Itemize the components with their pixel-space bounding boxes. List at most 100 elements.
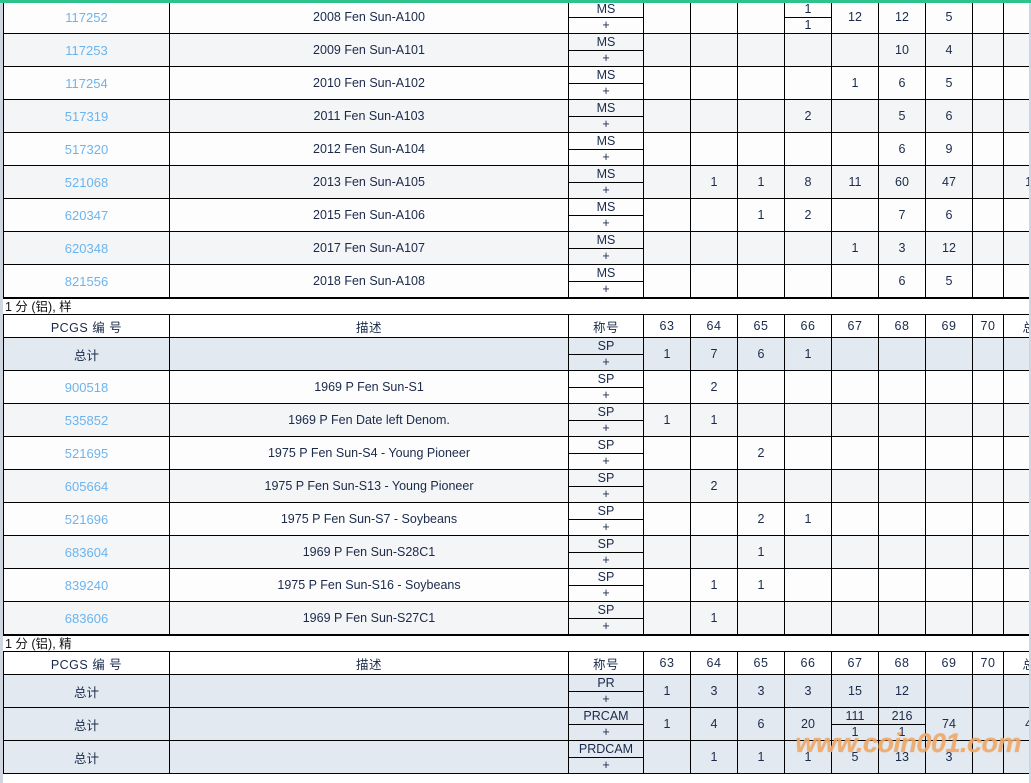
grade-66-cell: [784, 33, 832, 67]
description-cell: 2011 Fen Sun-A103: [169, 99, 569, 133]
grade-67-cell-plus-value: 1: [851, 725, 859, 739]
pcgs-number-link[interactable]: 620348: [64, 240, 109, 256]
pcgs-number-cell[interactable]: 117254: [3, 66, 170, 100]
pcgs-number-cell[interactable]: 839240: [3, 568, 170, 602]
grade-66-cell: [784, 403, 832, 437]
col-header-69: 69: [925, 314, 973, 338]
grade-63-cell: [643, 66, 691, 100]
pcgs-number-cell[interactable]: 521068: [3, 165, 170, 199]
pcgs-number-link[interactable]: 821556: [64, 273, 109, 289]
pcgs-number-link[interactable]: 517319: [64, 108, 109, 124]
col-header-total: 总计: [1003, 651, 1031, 675]
grade-64-cell: [690, 33, 738, 67]
designation-cell: PR +: [568, 674, 644, 708]
grade-67-cell: [831, 337, 879, 371]
pcgs-number-cell[interactable]: 517319: [3, 99, 170, 133]
table-row: 839240 1975 P Fen Sun-S16 - Soybeans SP +1 1…: [3, 568, 1031, 602]
grade-66-cell: 3: [784, 674, 832, 708]
col-header-total: 总计: [1003, 314, 1031, 338]
pcgs-number-cell[interactable]: 117253: [3, 33, 170, 67]
grade-67-cell: 15: [831, 674, 879, 708]
pcgs-number-cell[interactable]: 117252: [3, 0, 170, 34]
grade-65-cell: [737, 132, 785, 166]
col-header-70: 70: [972, 651, 1004, 675]
pcgs-number-link[interactable]: 117252: [65, 9, 108, 25]
designation-cell: PRDCAM +: [568, 740, 644, 774]
pcgs-number-link[interactable]: 620347: [64, 207, 109, 223]
grade-70-cell: [972, 33, 1004, 67]
pcgs-number-link[interactable]: 683606: [64, 610, 109, 626]
grade-65-cell: 2: [737, 502, 785, 536]
grade-69-cell: 6: [925, 99, 973, 133]
grade-63-cell: 1: [643, 707, 691, 741]
pcgs-number-cell[interactable]: 620348: [3, 231, 170, 265]
grade-67-cell: 1: [831, 231, 879, 265]
grade-68-cell: 216 1: [878, 707, 926, 741]
row-total-cell: 3: [1003, 436, 1031, 470]
pcgs-number-link[interactable]: 117254: [65, 75, 108, 91]
col-header-63: 63: [643, 651, 691, 675]
pcgs-number-cell[interactable]: 535852: [3, 403, 170, 437]
grade-68-cell-plus-value: 1: [898, 725, 906, 739]
pcgs-number-link[interactable]: 521695: [64, 445, 109, 461]
row-total-cell: 14: [1003, 33, 1031, 67]
pcgs-number-link[interactable]: 683604: [64, 544, 109, 560]
grade-63-cell: [643, 132, 691, 166]
grade-67-cell: 5: [831, 740, 879, 774]
designation-plus: +: [602, 553, 610, 567]
pcgs-number-cell[interactable]: 605664: [3, 469, 170, 503]
pcgs-number-cell[interactable]: 900518: [3, 370, 170, 404]
designation-plus: +: [602, 487, 610, 501]
pcgs-number-cell[interactable]: 683606: [3, 601, 170, 635]
pcgs-number-cell[interactable]: 821556: [3, 264, 170, 298]
grade-64-cell: [690, 132, 738, 166]
designation-cell: MS +: [568, 99, 644, 133]
col-header-description: 描述: [169, 651, 569, 675]
pcgs-number-link[interactable]: 535852: [64, 412, 109, 428]
pcgs-number-link[interactable]: 605664: [64, 478, 109, 494]
pcgs-number-link[interactable]: 517320: [64, 141, 109, 157]
grade-68-cell: 12: [878, 674, 926, 708]
pcgs-number-link[interactable]: 521696: [64, 511, 109, 527]
grade-68-cell: 10: [878, 33, 926, 67]
section-caption-pr: 1 分 (铝), 精: [3, 635, 1029, 651]
grade-68-cell: [878, 337, 926, 371]
grade-65-cell: [737, 601, 785, 635]
designation-cell: MS +: [568, 132, 644, 166]
grade-65-cell: [737, 0, 785, 34]
designation-cell: SP +: [568, 370, 644, 404]
pcgs-number-cell[interactable]: 620347: [3, 198, 170, 232]
grade-66-cell: [784, 535, 832, 569]
grade-63-cell: [643, 601, 691, 635]
pcgs-number-cell[interactable]: 517320: [3, 132, 170, 166]
grade-70-cell: [972, 132, 1004, 166]
pcgs-number-link[interactable]: 900518: [64, 379, 109, 395]
grade-63-cell: [643, 99, 691, 133]
grade-68-cell-value: 216: [879, 709, 925, 725]
pcgs-number-cell[interactable]: 521695: [3, 436, 170, 470]
grade-67-cell: [831, 370, 879, 404]
pcgs-number-cell[interactable]: 683604: [3, 535, 170, 569]
grade-70-cell: [972, 568, 1004, 602]
designation-label: PRDCAM: [569, 742, 643, 758]
description-cell: 2010 Fen Sun-A102: [169, 66, 569, 100]
designation-label: MS: [569, 200, 643, 216]
row-total-cell: 11: [1003, 264, 1031, 298]
pcgs-number-cell[interactable]: 521696: [3, 502, 170, 536]
description-cell: 1975 P Fen Sun-S7 - Soybeans: [169, 502, 569, 536]
grade-69-cell: [925, 337, 973, 371]
pcgs-number-link[interactable]: 117253: [65, 42, 108, 58]
pcgs-number-link[interactable]: 839240: [64, 577, 109, 593]
description-cell: 2009 Fen Sun-A101: [169, 33, 569, 67]
grade-68-cell: 60: [878, 165, 926, 199]
pcgs-number-link[interactable]: 521068: [64, 174, 109, 190]
grade-69-cell: 47: [925, 165, 973, 199]
designation-cell: MS +: [568, 0, 644, 34]
